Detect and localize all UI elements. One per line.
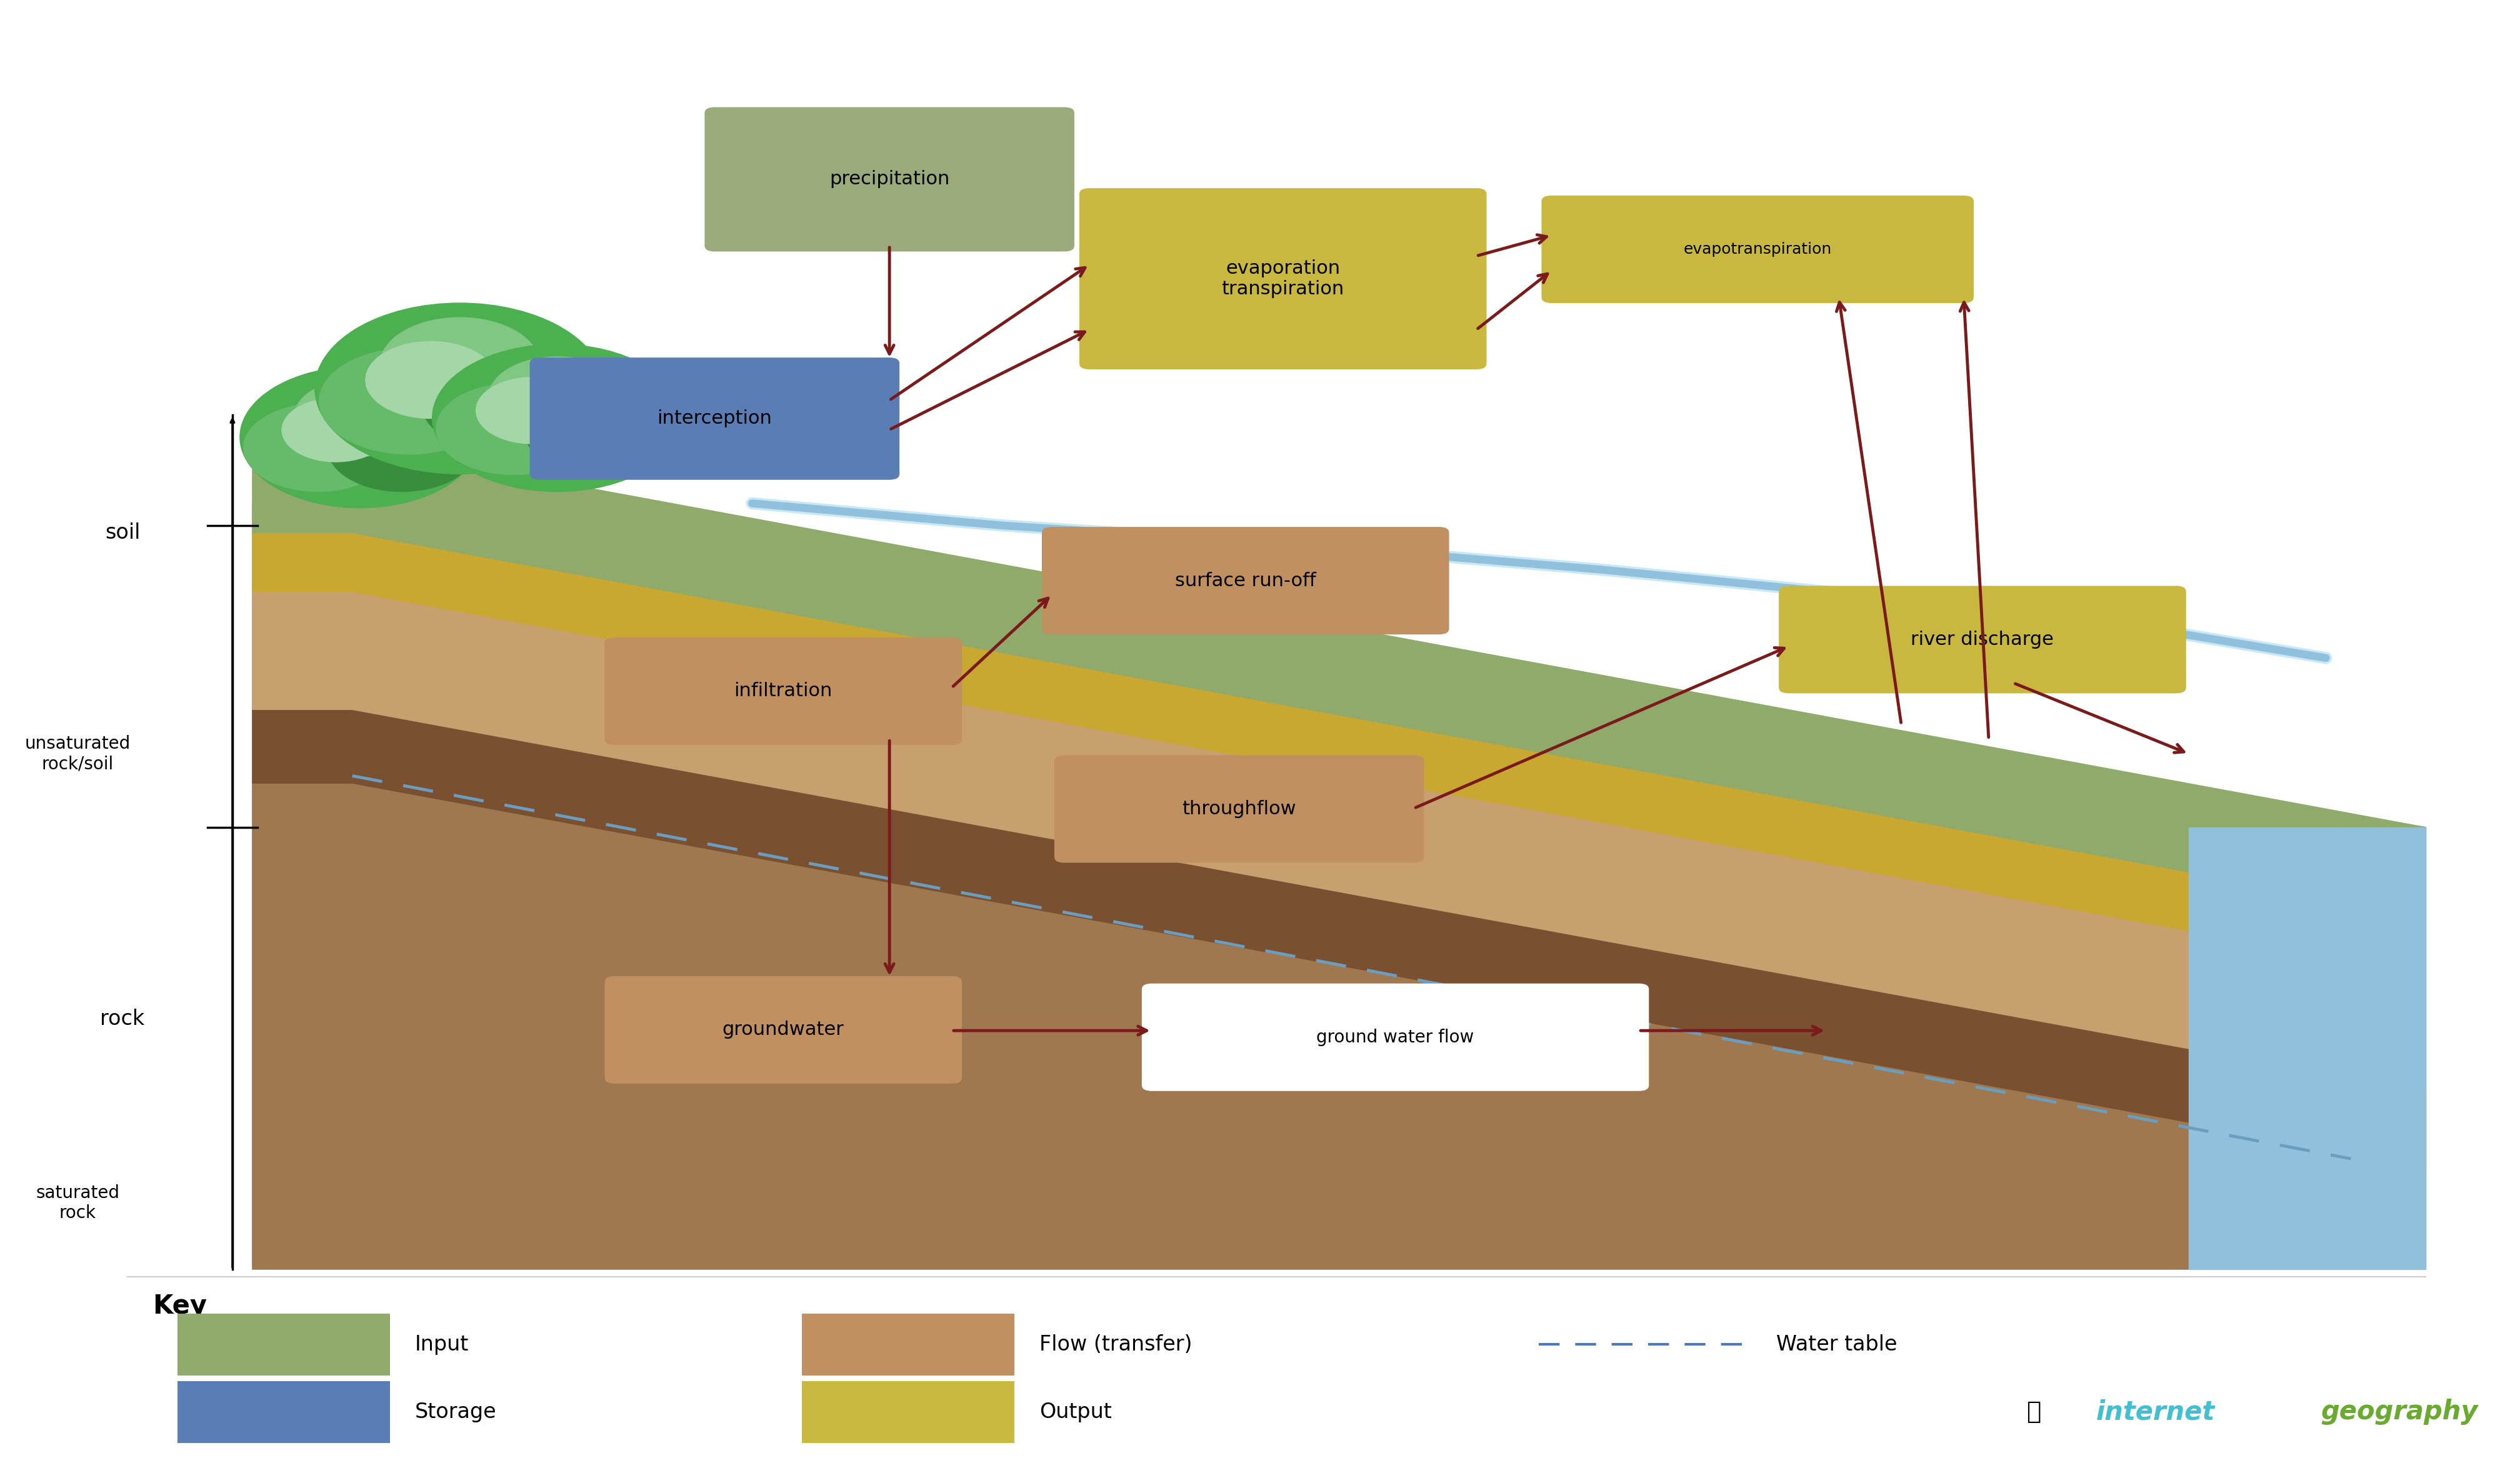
- Circle shape: [489, 356, 625, 437]
- FancyBboxPatch shape: [1142, 983, 1648, 1091]
- Polygon shape: [252, 591, 2427, 1092]
- Circle shape: [295, 378, 426, 457]
- Text: throughflow: throughflow: [1182, 800, 1295, 817]
- Text: unsaturated
rock/soil: unsaturated rock/soil: [25, 735, 131, 773]
- Polygon shape: [2187, 828, 2427, 1270]
- Circle shape: [476, 377, 590, 443]
- Bar: [444, 378, 476, 440]
- Text: saturated
rock: saturated rock: [35, 1184, 118, 1222]
- Text: Flow (transfer): Flow (transfer): [1038, 1335, 1192, 1355]
- Polygon shape: [252, 445, 2427, 916]
- Text: 🌍: 🌍: [2026, 1400, 2041, 1423]
- Text: infiltration: infiltration: [733, 681, 832, 701]
- FancyBboxPatch shape: [1041, 528, 1449, 634]
- Text: groundwater: groundwater: [723, 1021, 844, 1039]
- FancyBboxPatch shape: [605, 975, 963, 1083]
- Polygon shape: [252, 783, 2427, 1270]
- Circle shape: [365, 341, 496, 418]
- FancyBboxPatch shape: [1053, 755, 1424, 863]
- FancyBboxPatch shape: [1542, 195, 1973, 303]
- Text: evaporation
transpiration: evaporation transpiration: [1222, 259, 1343, 299]
- Circle shape: [421, 349, 600, 454]
- Text: surface run-off: surface run-off: [1174, 572, 1315, 590]
- Circle shape: [436, 383, 590, 474]
- Bar: [801, 1314, 1016, 1375]
- Text: Key: Key: [154, 1293, 207, 1320]
- FancyBboxPatch shape: [706, 108, 1074, 251]
- Text: Storage: Storage: [416, 1401, 496, 1422]
- FancyBboxPatch shape: [1779, 585, 2185, 693]
- Text: river discharge: river discharge: [1910, 631, 2054, 649]
- FancyBboxPatch shape: [605, 637, 963, 745]
- Circle shape: [320, 349, 499, 454]
- Text: Output: Output: [1038, 1401, 1111, 1422]
- Text: geography: geography: [2321, 1400, 2477, 1425]
- Bar: [801, 1380, 1016, 1443]
- Circle shape: [433, 344, 683, 492]
- Bar: [176, 1380, 391, 1443]
- Circle shape: [328, 403, 476, 492]
- Circle shape: [524, 383, 678, 474]
- Circle shape: [315, 303, 605, 474]
- Text: evapotranspiration: evapotranspiration: [1683, 242, 1832, 257]
- FancyBboxPatch shape: [529, 358, 900, 480]
- Polygon shape: [252, 532, 2427, 974]
- Text: internet: internet: [2097, 1400, 2215, 1425]
- Polygon shape: [252, 504, 2427, 1270]
- Bar: [539, 408, 575, 470]
- Text: rock: rock: [101, 1008, 144, 1029]
- Text: Water table: Water table: [1777, 1335, 1898, 1355]
- Circle shape: [282, 398, 391, 461]
- Text: soil: soil: [106, 523, 141, 542]
- Text: precipitation: precipitation: [829, 170, 950, 188]
- FancyBboxPatch shape: [1079, 188, 1487, 370]
- Text: interception: interception: [658, 409, 771, 427]
- Text: Input: Input: [416, 1335, 469, 1355]
- Bar: [176, 1314, 391, 1375]
- Polygon shape: [252, 709, 2427, 1166]
- Text: ground water flow: ground water flow: [1315, 1029, 1474, 1046]
- Bar: [343, 427, 378, 489]
- Circle shape: [381, 318, 539, 411]
- Circle shape: [239, 367, 479, 508]
- Circle shape: [244, 403, 393, 492]
